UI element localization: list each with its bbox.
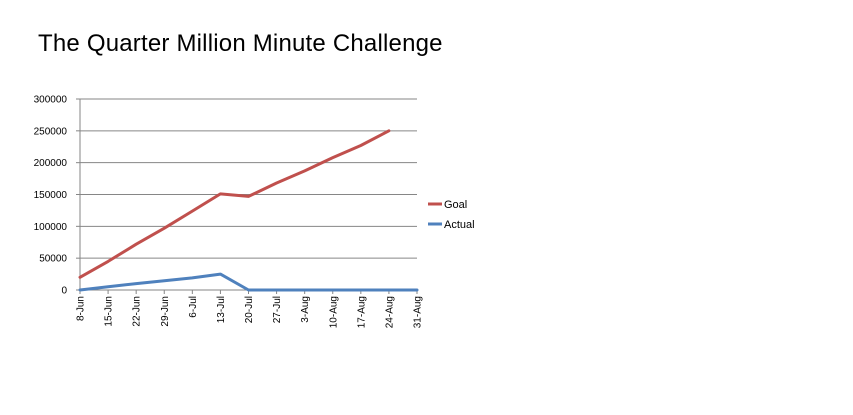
x-tick-label: 15-Jun [104, 296, 115, 327]
x-tick-label: 31-Aug [413, 296, 424, 328]
x-tick-label: 10-Aug [328, 296, 339, 328]
x-tick-label: 22-Jun [132, 296, 143, 327]
gridlines [80, 98, 417, 259]
series-line-actual [78, 272, 419, 292]
legend-label-goal: Goal [444, 199, 467, 211]
x-tick-label: 24-Aug [384, 296, 395, 328]
series-line-goal [78, 129, 391, 279]
x-tick-label: 17-Aug [356, 296, 367, 328]
y-tick-label: 150000 [34, 190, 68, 201]
series-lines [78, 129, 419, 292]
x-tick-label: 3-Aug [300, 296, 311, 323]
y-tick-label: 100000 [34, 222, 68, 233]
y-tick-label: 250000 [34, 126, 68, 137]
x-tick-labels: 8-Jun 15-Jun 22-Jun 29-Jun 6-Jul 13-Jul 20-Jul… [76, 296, 424, 328]
y-tick-labels: 0 50000 100000 150000 200000 250000 300000 [34, 95, 68, 297]
y-tick-label: 300000 [34, 95, 68, 106]
y-tick-label: 50000 [39, 254, 67, 265]
x-tick-label: 27-Jul [272, 296, 283, 323]
x-tick-label: 8-Jun [76, 296, 87, 321]
x-tick-label: 13-Jul [216, 296, 227, 323]
y-tick-label: 0 [61, 286, 67, 297]
legend: Goal Actual [428, 199, 475, 231]
chart-title: The Quarter Million Minute Challenge [38, 30, 443, 57]
legend-label-actual: Actual [444, 219, 475, 231]
y-tick-label: 200000 [34, 158, 68, 169]
x-tick-label: 20-Jul [244, 296, 255, 323]
x-tick-label: 6-Jul [188, 296, 199, 318]
x-tick-label: 29-Jun [160, 296, 171, 327]
